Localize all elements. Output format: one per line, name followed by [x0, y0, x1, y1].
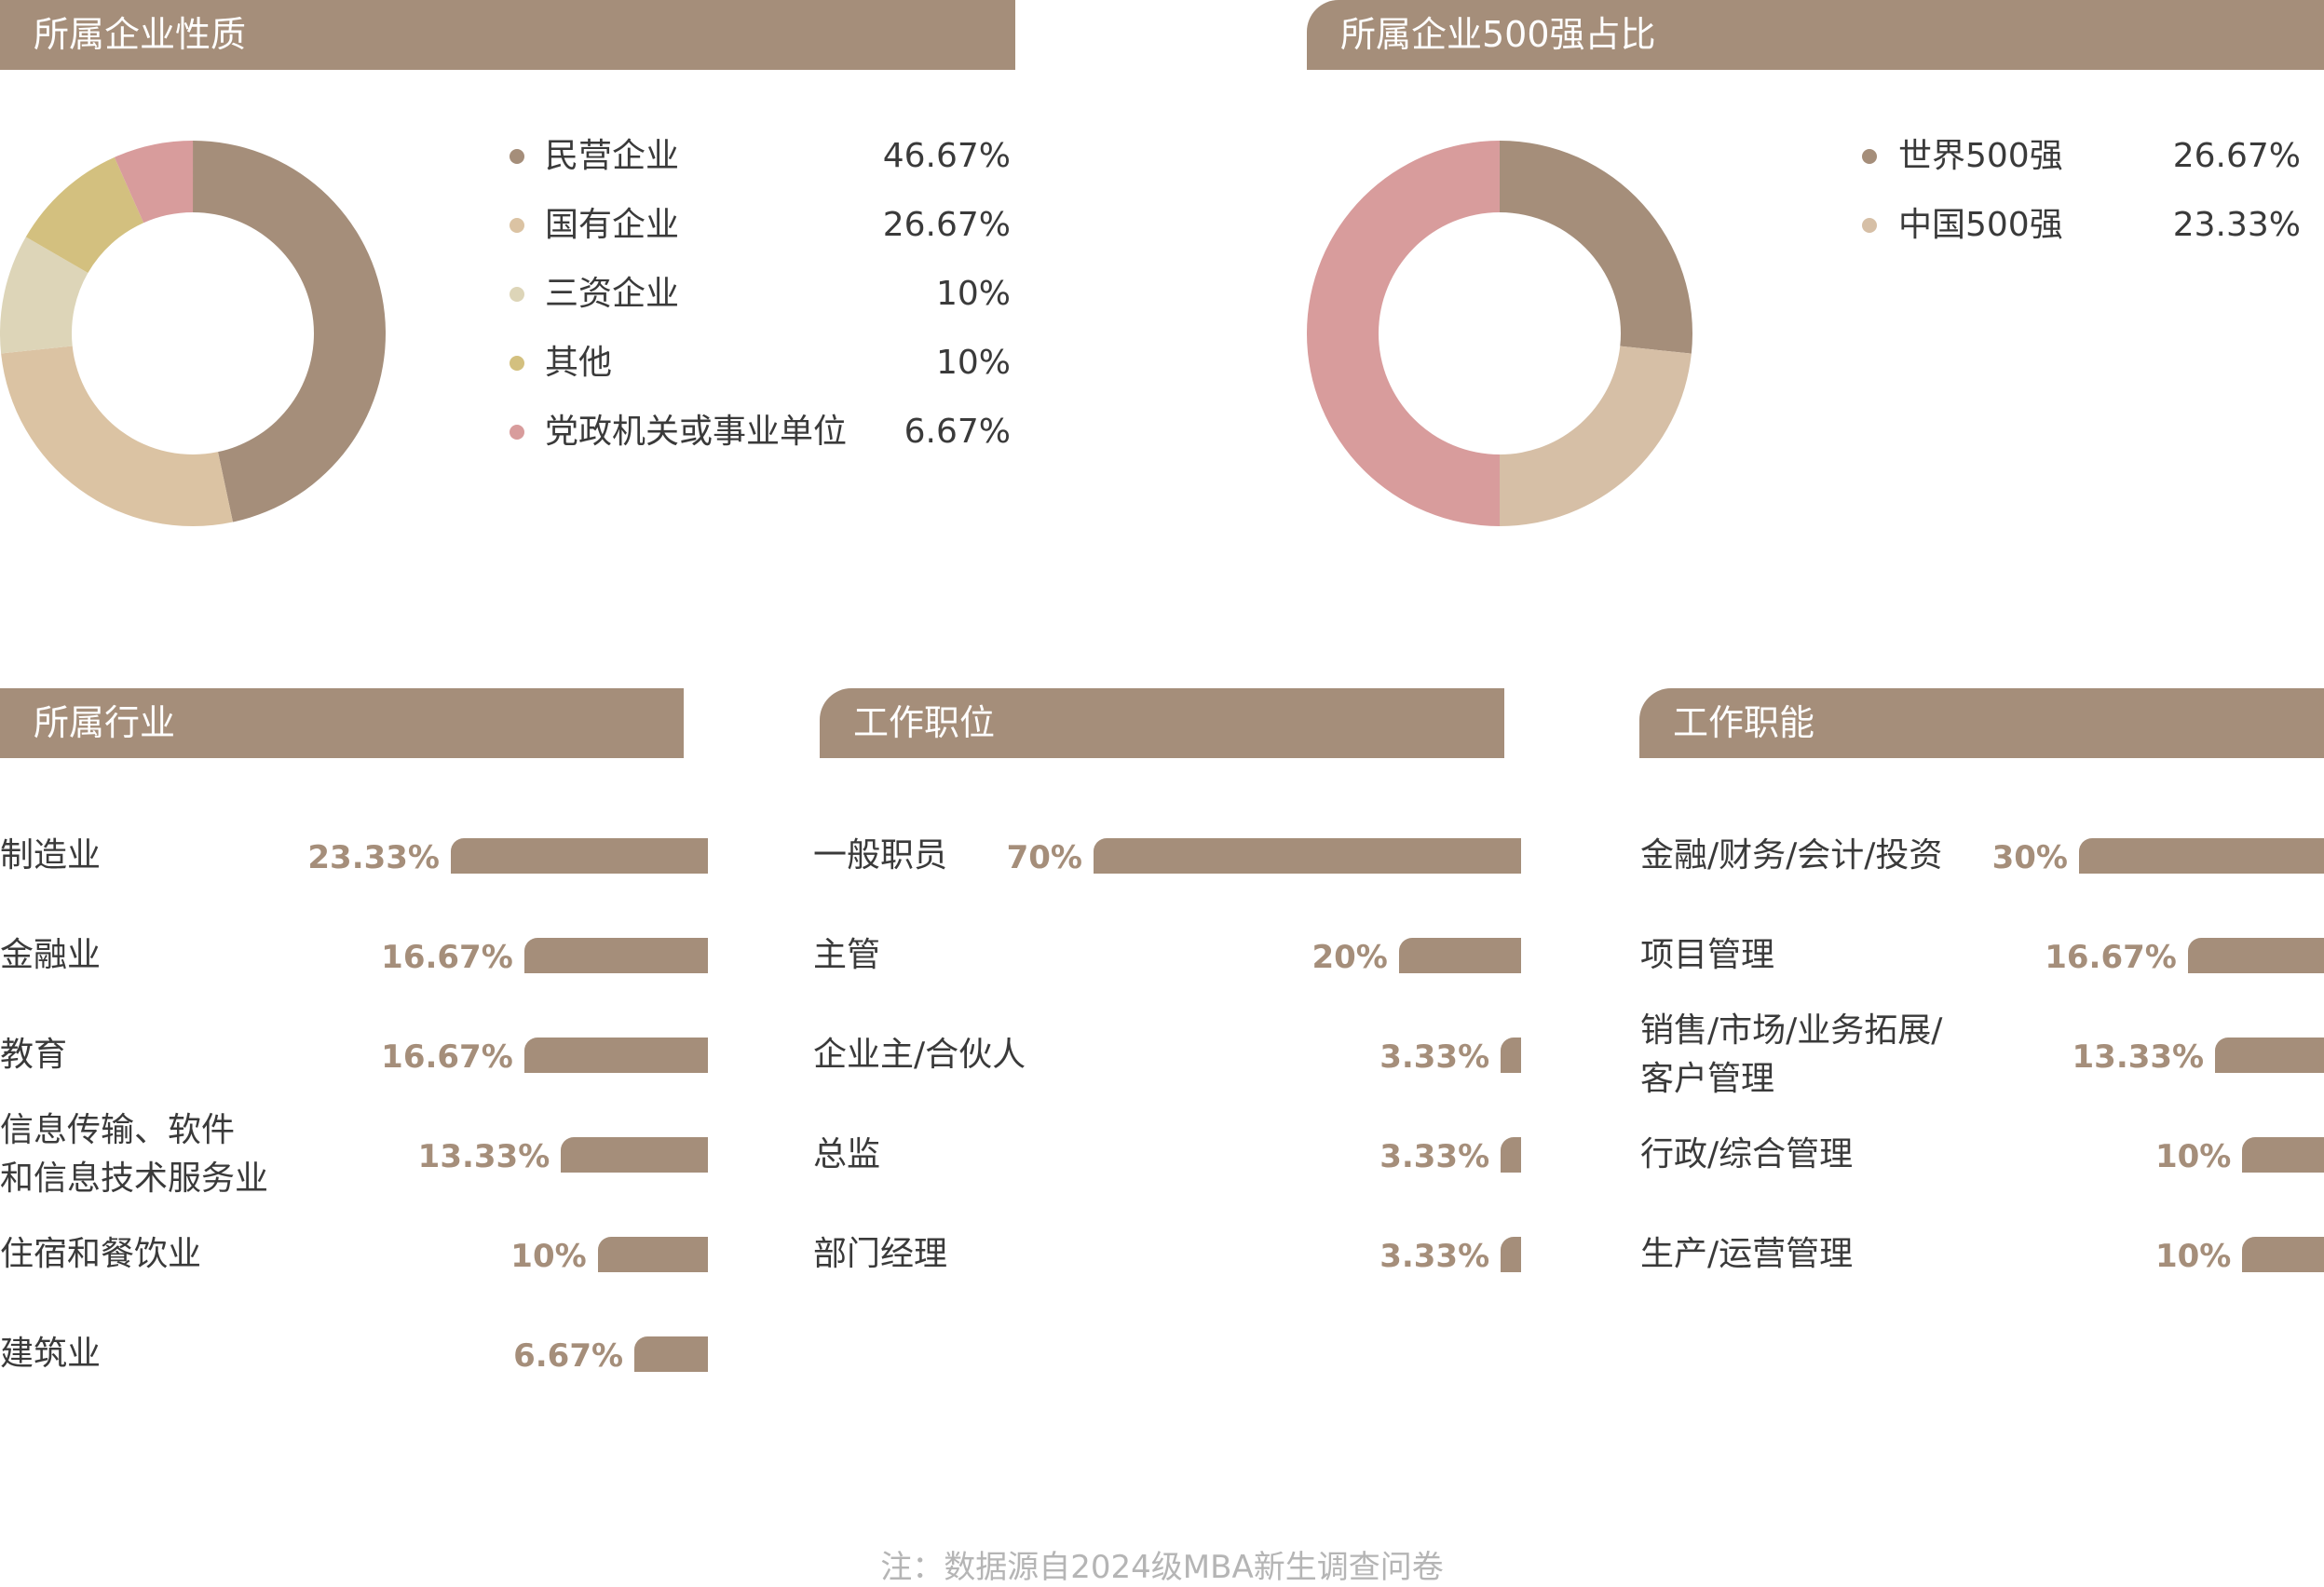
position-category-label: 总监 — [813, 1135, 881, 1173]
position-value-label: 3.33% — [1379, 1038, 1490, 1076]
function-bar — [2242, 1237, 2324, 1272]
position-value-label: 70% — [1006, 839, 1082, 876]
industry-bar — [561, 1137, 708, 1173]
function-value-label: 10% — [2154, 1238, 2232, 1275]
company-nature-slice-0 — [193, 141, 387, 522]
function-bar — [2215, 1038, 2324, 1073]
industry-bar — [523, 938, 708, 973]
header-company-nature: 所属企业性质 — [0, 0, 1015, 70]
function-value-label: 30% — [1991, 839, 2068, 876]
industry-bar — [597, 1237, 708, 1272]
company-nature-slice-1 — [1, 346, 233, 526]
industry-value-label: 16.67% — [381, 1038, 513, 1076]
industry-bar — [523, 1038, 708, 1073]
top500-legend-value: 23.33% — [2172, 206, 2301, 244]
company-nature-slice-4 — [114, 141, 194, 224]
industry-value-label: 23.33% — [307, 839, 440, 876]
function-bar — [2187, 938, 2324, 973]
function-category-label: 生产/运营管理 — [1640, 1235, 1854, 1273]
function-category-label: 销售/市场/业务拓展/客户管理 — [1640, 1011, 1943, 1098]
position-category-label: 部门经理 — [813, 1235, 948, 1273]
company-nature-legend-dot — [510, 287, 524, 302]
position-bar — [1094, 838, 1521, 874]
position-bar — [1501, 1137, 1521, 1173]
company-nature-legend-dot — [510, 356, 524, 371]
industry-value-label: 10% — [510, 1238, 587, 1275]
company-nature-legend-value: 46.67% — [882, 137, 1011, 175]
company-nature-legend-label: 三资企业 — [545, 275, 680, 313]
header-top500: 所属企业500强占比 — [1307, 0, 2324, 70]
position-value-label: 3.33% — [1379, 1138, 1490, 1175]
donut-chart-company-nature — [0, 141, 387, 526]
industry-category-label: 建筑业 — [0, 1335, 102, 1373]
industry-value-label: 6.67% — [513, 1337, 624, 1375]
function-value-label: 13.33% — [2072, 1038, 2205, 1076]
header-industry: 所属行业 — [0, 688, 684, 758]
company-nature-slice-3 — [25, 156, 144, 273]
position-bar — [1501, 1038, 1521, 1073]
industry-category-label: 金融业 — [0, 936, 102, 974]
top500-legend-value: 26.67% — [2172, 137, 2301, 175]
top500-slice-1 — [1500, 346, 1692, 526]
company-nature-legend-dot — [510, 425, 524, 440]
header-function: 工作职能 — [1639, 688, 2324, 758]
company-nature-slice-2 — [0, 237, 88, 354]
position-category-label: 一般职员 — [813, 836, 948, 875]
industry-category-label: 制造业 — [0, 836, 102, 875]
position-bar — [1501, 1237, 1521, 1272]
position-value-label: 3.33% — [1379, 1238, 1490, 1275]
top500-legend-label: 世界500强 — [1898, 137, 2063, 175]
function-category-label: 金融/财务/会计/投资 — [1640, 836, 1943, 875]
top500-legend-label: 中国500强 — [1898, 206, 2063, 244]
industry-bar — [634, 1336, 708, 1372]
top500-legend-dot — [1862, 218, 1877, 233]
top500-slice-0 — [1500, 141, 1692, 354]
header-position: 工作职位 — [820, 688, 1504, 758]
company-nature-legend-value: 10% — [935, 344, 1011, 382]
function-value-label: 16.67% — [2045, 939, 2177, 976]
company-nature-legend-label: 国有企业 — [545, 206, 680, 244]
footnote: 注：数据源自2024级MBA新生调查问卷 — [880, 1549, 1444, 1586]
company-nature-legend-label: 民营企业 — [545, 137, 680, 175]
industry-bar — [451, 838, 708, 874]
position-category-label: 企业主/合伙人 — [813, 1036, 1026, 1074]
function-bar — [2079, 838, 2324, 874]
top500-legend-dot — [1862, 149, 1877, 164]
function-value-label: 10% — [2154, 1138, 2232, 1175]
industry-value-label: 13.33% — [417, 1138, 550, 1175]
industry-value-label: 16.67% — [381, 939, 513, 976]
position-value-label: 20% — [1311, 939, 1388, 976]
position-category-label: 主管 — [813, 936, 881, 974]
company-nature-legend-label: 党政机关或事业单位 — [545, 413, 848, 451]
position-bar — [1398, 938, 1521, 973]
industry-category-label: 信息传输、软件 和信息技术服务业 — [0, 1111, 269, 1198]
function-category-label: 行政/综合管理 — [1640, 1135, 1854, 1173]
company-nature-legend-dot — [510, 149, 524, 164]
company-nature-legend-value: 6.67% — [904, 413, 1011, 451]
industry-category-label: 住宿和餐饮业 — [0, 1235, 202, 1273]
company-nature-legend-value: 26.67% — [882, 206, 1011, 244]
industry-category-label: 教育 — [0, 1036, 68, 1074]
company-nature-legend-value: 10% — [935, 275, 1011, 313]
top500-slice-remainder — [1306, 141, 1500, 526]
donut-chart-top500 — [1306, 141, 1692, 526]
company-nature-legend-label: 其他 — [545, 344, 613, 382]
function-category-label: 项目管理 — [1640, 936, 1775, 974]
company-nature-legend-dot — [510, 218, 524, 233]
function-bar — [2242, 1137, 2324, 1173]
